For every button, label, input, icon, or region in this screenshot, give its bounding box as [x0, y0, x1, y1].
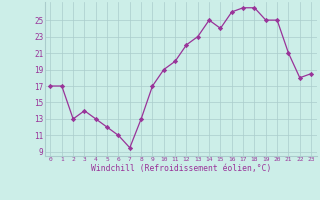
X-axis label: Windchill (Refroidissement éolien,°C): Windchill (Refroidissement éolien,°C) — [91, 164, 271, 173]
